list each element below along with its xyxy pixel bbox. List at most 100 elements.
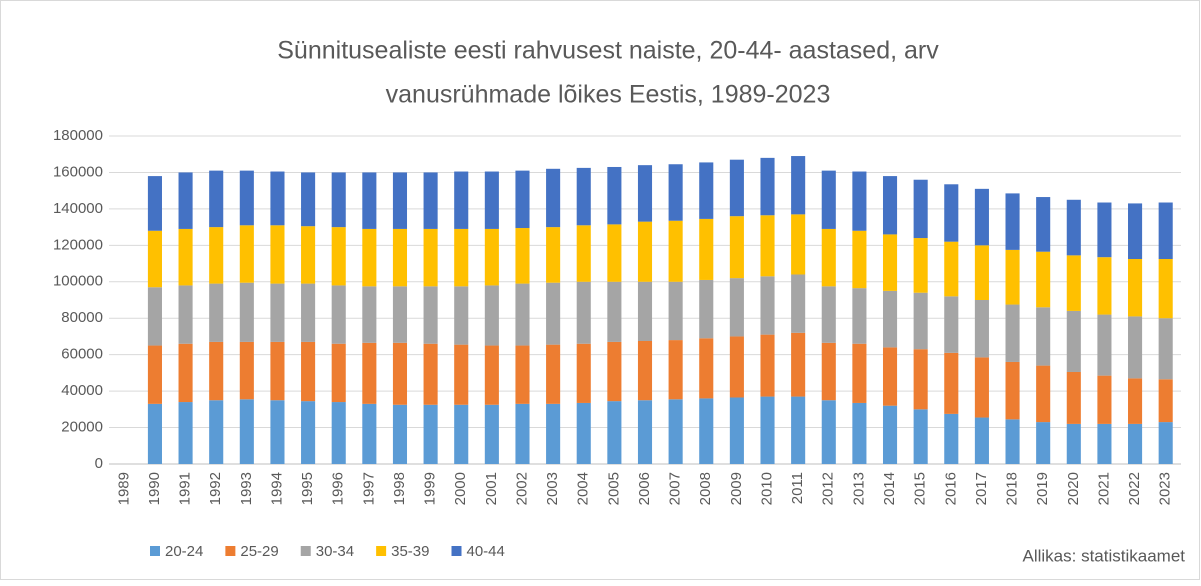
bar-segment — [974, 357, 989, 418]
bar-segment — [1158, 379, 1173, 423]
bar-segment — [668, 164, 683, 221]
y-tick-label: 40000 — [61, 382, 103, 399]
bar-segment — [821, 342, 836, 401]
bar-segment — [791, 214, 806, 275]
bar-segment — [1066, 255, 1081, 311]
bar-segment — [668, 399, 683, 464]
bar-segment — [1128, 259, 1143, 317]
bar-segment — [546, 282, 561, 345]
legend-swatch — [225, 546, 236, 556]
bar-segment — [1128, 423, 1143, 464]
bar-segment — [270, 341, 285, 401]
bar-segment — [791, 332, 806, 397]
bar-segment — [607, 401, 622, 464]
bar-segment — [607, 281, 622, 342]
bar-segment — [913, 409, 928, 464]
bar-segment — [699, 279, 714, 339]
bar-segment — [239, 282, 254, 342]
bar-segment — [576, 343, 591, 403]
x-tick-label: 2014 — [881, 472, 898, 505]
bar-segment — [454, 286, 469, 345]
bar-segment — [423, 343, 438, 405]
bar-segment — [944, 413, 959, 464]
bar-segment — [699, 162, 714, 219]
bar-segment — [1066, 199, 1081, 256]
bar-segment — [576, 225, 591, 282]
bar-segment — [699, 218, 714, 280]
bar-segment — [546, 168, 561, 228]
bar-segment — [668, 220, 683, 282]
bar-segment — [1158, 422, 1173, 464]
bar-segment — [576, 167, 591, 226]
bar-segment — [1005, 304, 1020, 362]
y-tick-label: 0 — [95, 455, 103, 472]
x-tick-label: 2007 — [667, 472, 684, 505]
bar-segment — [913, 179, 928, 239]
bar-segment — [301, 226, 316, 284]
bar-segment — [576, 281, 591, 344]
legend-label: 30-34 — [316, 543, 354, 560]
bar-segment — [484, 171, 499, 229]
x-tick-label: 1997 — [360, 472, 377, 505]
bar-segment — [239, 170, 254, 226]
bar-segment — [362, 172, 377, 229]
bar-segment — [178, 172, 193, 229]
bar-segment — [1097, 257, 1112, 315]
bar-segment — [454, 344, 469, 405]
bar-segment — [1066, 423, 1081, 464]
bar-segment — [209, 283, 224, 342]
bar-segment — [882, 234, 898, 291]
x-tick-label: 2018 — [1004, 472, 1021, 505]
bar-segment — [821, 170, 836, 229]
bar-segment — [331, 227, 346, 286]
x-tick-label: 2019 — [1034, 472, 1051, 505]
bar-segment — [852, 402, 867, 464]
x-tick-label: 2001 — [483, 472, 500, 505]
chart-title: Sünnitusealiste eesti rahvusest naiste, … — [277, 37, 939, 65]
bar-segment — [331, 343, 346, 403]
bar-segment — [301, 401, 316, 464]
bar-segment — [1036, 365, 1051, 423]
bar-segment — [1158, 318, 1173, 380]
bar-segment — [668, 281, 683, 341]
x-tick-label: 2016 — [942, 472, 959, 505]
x-tick-label: 2017 — [973, 472, 990, 505]
bar-segment — [270, 283, 285, 342]
bar-segment — [546, 403, 561, 464]
bar-segment — [301, 172, 316, 227]
bar-segment — [944, 352, 959, 414]
x-tick-label: 1993 — [238, 472, 255, 505]
bar-segment — [1005, 361, 1020, 420]
bar-segment — [791, 396, 806, 464]
bar-segment — [515, 403, 530, 464]
bar-segment — [607, 166, 622, 225]
bar-segment — [392, 172, 408, 229]
bar-segment — [913, 238, 928, 293]
legend-label: 40-44 — [467, 543, 505, 560]
bar-segment — [423, 286, 438, 344]
bar-segment — [209, 227, 224, 284]
source-note: Allikas: statistikaamet — [1023, 546, 1186, 565]
bar-segment — [944, 296, 959, 353]
bar-segment — [1097, 375, 1112, 424]
bar-segment — [882, 347, 898, 406]
bar-segment — [607, 341, 622, 402]
x-tick-label: 2011 — [789, 472, 806, 504]
bar-segment — [362, 286, 377, 343]
x-tick-label: 2006 — [636, 472, 653, 505]
y-tick-label: 140000 — [53, 200, 103, 217]
bar-segment — [1128, 316, 1143, 379]
bar-segment — [178, 228, 193, 286]
bar-segment — [637, 281, 653, 341]
bar-segment — [821, 228, 836, 287]
bar-segment — [546, 344, 561, 404]
bar-segment — [301, 341, 316, 402]
bar-segment — [546, 227, 561, 283]
bar-segment — [178, 285, 193, 344]
bar-segment — [484, 228, 499, 286]
bar-segment — [1128, 378, 1143, 424]
bar-segment — [423, 404, 438, 464]
x-tick-label: 2004 — [575, 472, 592, 505]
